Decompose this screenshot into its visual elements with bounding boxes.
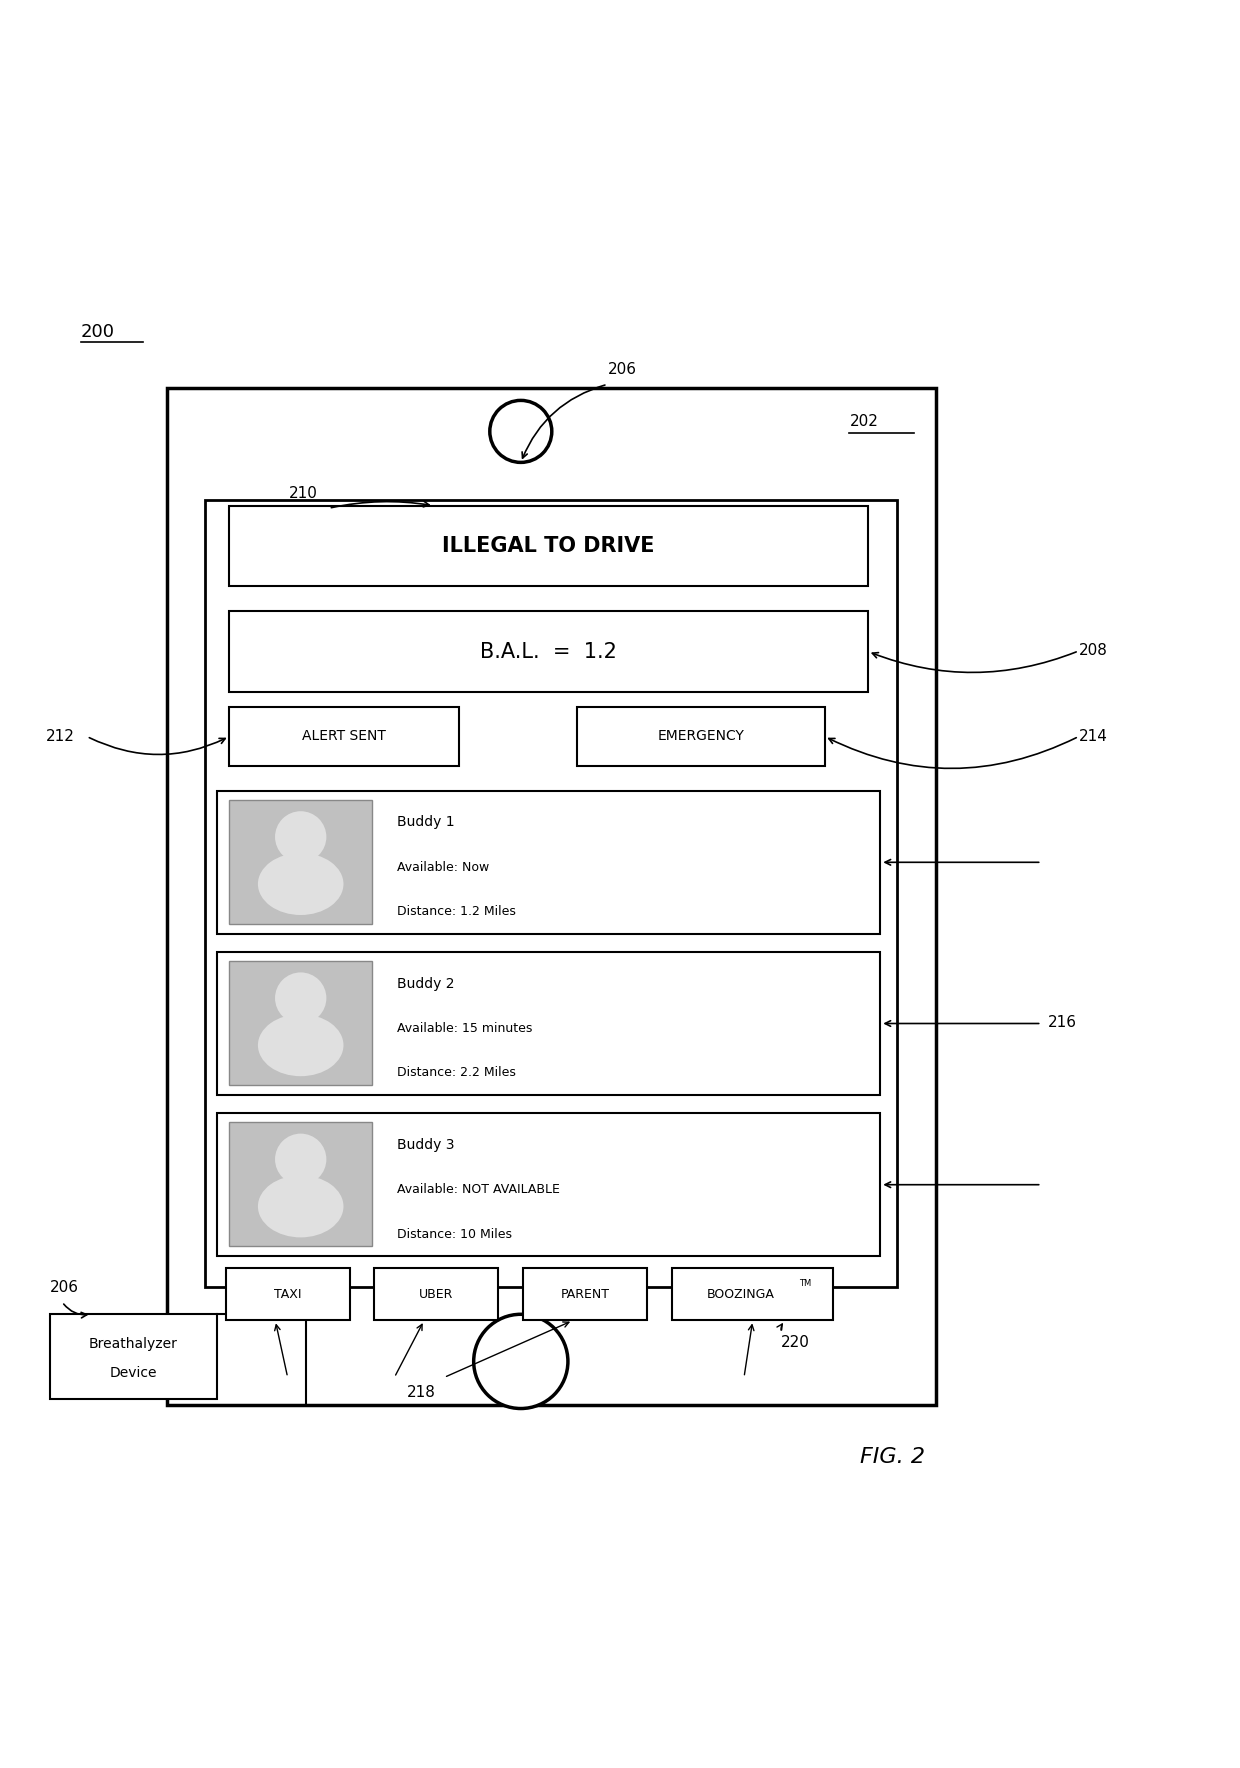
Text: 216: 216 [1048, 1015, 1076, 1031]
Bar [374, 1268, 498, 1321]
Text: Buddy 1: Buddy 1 [397, 815, 454, 829]
Text: PARENT: PARENT [560, 1287, 610, 1301]
Text: Available: Now: Available: Now [397, 861, 489, 873]
Bar [217, 790, 880, 934]
Circle shape [490, 400, 552, 463]
Circle shape [275, 972, 326, 1024]
Text: Buddy 3: Buddy 3 [397, 1139, 454, 1151]
Ellipse shape [258, 852, 343, 916]
Bar [577, 707, 825, 766]
Bar [205, 500, 897, 1287]
Bar [229, 799, 372, 923]
Text: 206: 206 [50, 1280, 78, 1294]
Bar [229, 707, 459, 766]
Text: B.A.L.  =  1.2: B.A.L. = 1.2 [480, 642, 618, 661]
Text: UBER: UBER [419, 1287, 454, 1301]
Text: 206: 206 [608, 362, 636, 377]
Text: ALERT SENT: ALERT SENT [303, 730, 386, 743]
Bar [229, 612, 868, 691]
Ellipse shape [258, 1015, 343, 1077]
Bar [672, 1268, 833, 1321]
Circle shape [275, 1133, 326, 1185]
Text: Distance: 2.2 Miles: Distance: 2.2 Miles [397, 1066, 516, 1078]
Text: Distance: 1.2 Miles: Distance: 1.2 Miles [397, 905, 516, 918]
Text: 212: 212 [46, 728, 74, 744]
Text: 220: 220 [781, 1335, 810, 1351]
Circle shape [474, 1314, 568, 1409]
Text: 202: 202 [849, 414, 878, 430]
Text: Available: 15 minutes: Available: 15 minutes [397, 1022, 532, 1034]
Text: 200: 200 [81, 324, 114, 341]
Bar [226, 1268, 350, 1321]
Bar [217, 1114, 880, 1255]
Ellipse shape [258, 1176, 343, 1238]
Text: 208: 208 [1079, 644, 1107, 658]
Bar [167, 387, 936, 1406]
Bar [523, 1268, 647, 1321]
Text: 210: 210 [289, 486, 319, 500]
Text: FIG. 2: FIG. 2 [861, 1446, 925, 1467]
Text: TAXI: TAXI [274, 1287, 301, 1301]
Text: Distance: 10 Miles: Distance: 10 Miles [397, 1227, 512, 1241]
Bar [50, 1314, 217, 1398]
Text: Device: Device [109, 1367, 157, 1381]
Bar [229, 506, 868, 587]
Text: 214: 214 [1079, 728, 1107, 744]
Bar [229, 960, 372, 1086]
Text: TM: TM [799, 1278, 811, 1287]
Text: Buddy 2: Buddy 2 [397, 976, 454, 990]
Bar [217, 953, 880, 1094]
Text: 218: 218 [407, 1384, 436, 1400]
Circle shape [275, 812, 326, 863]
Text: Breathalyzer: Breathalyzer [89, 1337, 177, 1351]
Text: ILLEGAL TO DRIVE: ILLEGAL TO DRIVE [443, 536, 655, 557]
Text: EMERGENCY: EMERGENCY [657, 730, 744, 743]
Text: Available: NOT AVAILABLE: Available: NOT AVAILABLE [397, 1183, 559, 1195]
Bar [229, 1123, 372, 1246]
Text: BOOZINGA: BOOZINGA [707, 1287, 774, 1301]
